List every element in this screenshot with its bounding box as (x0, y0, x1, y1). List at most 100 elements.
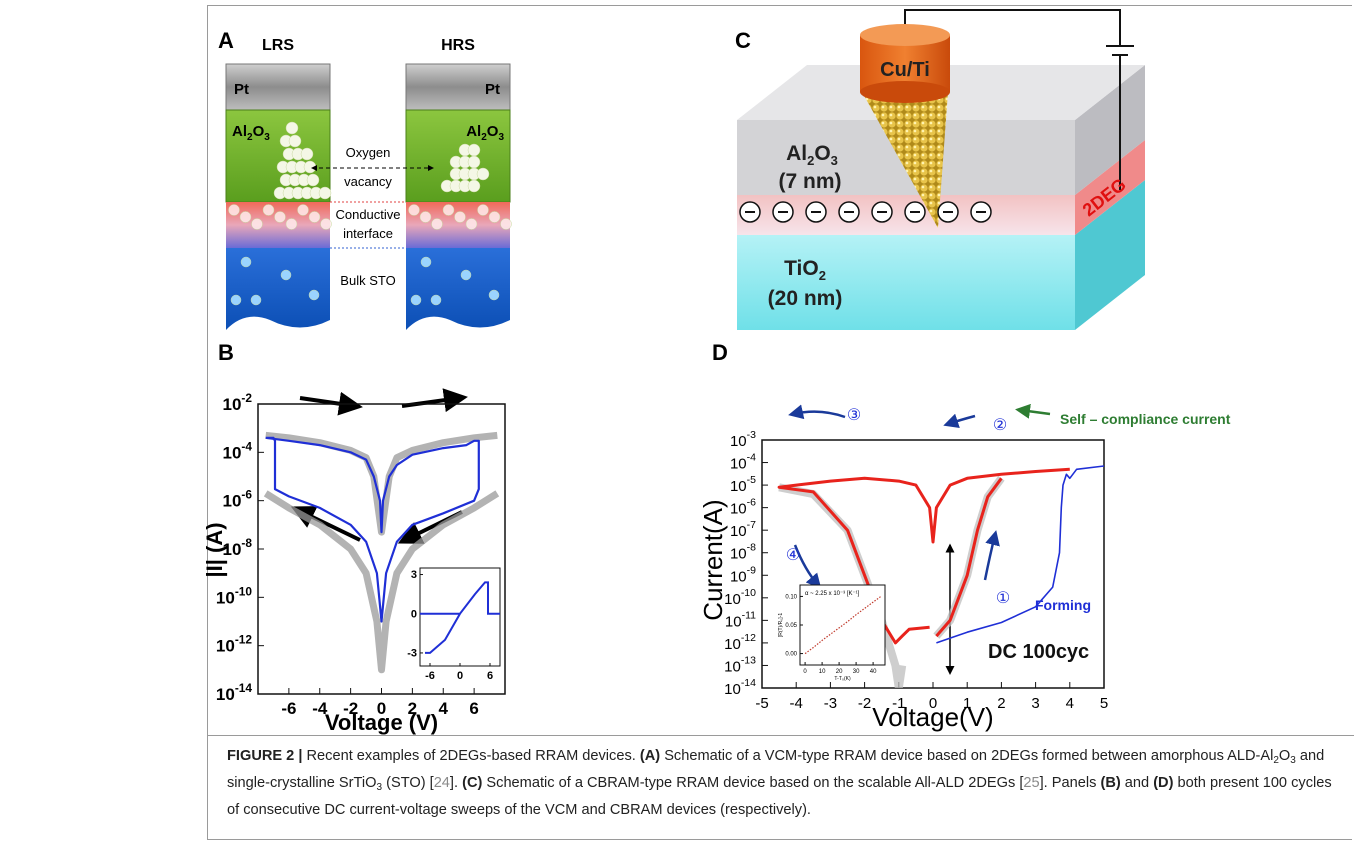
text-part: 3 (498, 132, 504, 143)
tick-exponent: -11 (742, 609, 757, 621)
tick-exponent: -2 (241, 391, 252, 405)
caption-text: 3 (376, 782, 383, 793)
tick-exponent: -9 (747, 564, 756, 576)
particle (500, 218, 512, 230)
tick-exponent: -12 (741, 632, 756, 644)
tick-exponent: -7 (747, 519, 756, 531)
tick-exponent: -8 (241, 536, 252, 550)
y-tick-label: 10-6 (223, 488, 253, 511)
x-tick-label: 2 (408, 699, 417, 718)
layer-label: Pt (234, 81, 249, 98)
annotation: Oxygen (346, 145, 391, 160)
caption-text: 2 (1273, 755, 1279, 766)
particle (465, 218, 478, 230)
particle (467, 155, 481, 169)
particle (476, 167, 490, 181)
tick-base: 10 (730, 568, 747, 585)
x-axis-title: Voltage (V) (325, 710, 438, 735)
caption-text: (D) (1153, 775, 1174, 791)
text-part: 2 (247, 132, 253, 143)
particle (460, 269, 472, 281)
particle (297, 204, 309, 216)
chart: D-5 -4 -3 -2 -1 0 1 2 3 4 510-1410-1310-1210-1110-… (698, 340, 1231, 732)
y-tick-label: 10-4 (730, 452, 756, 473)
tick-base: 10 (223, 540, 242, 559)
tick-exponent: -12 (235, 633, 253, 647)
particle (318, 186, 332, 200)
y-tick-label: 10-8 (730, 542, 756, 563)
particle (320, 218, 332, 230)
data-line (777, 467, 1070, 645)
chart: B-6 -4 -2 0 2 4 610-1410-1210-1010-810-610-410… (202, 340, 506, 735)
caption: FIGURE 2 | Recent examples of 2DEGs-base… (227, 745, 1332, 821)
y-tick-label: 10-6 (730, 497, 756, 518)
particle (228, 204, 240, 216)
tick-exponent: -14 (741, 677, 756, 689)
tick-exponent: -14 (235, 681, 253, 695)
x-tick-label: -1 (892, 695, 905, 712)
layer-label: (7 nm) (779, 170, 842, 193)
caption-text: and (1120, 775, 1154, 791)
annotation: DC 100cyc (988, 641, 1089, 663)
x-tick-label: -4 (312, 699, 328, 718)
annotation: vacancy (344, 174, 392, 189)
particle (408, 204, 420, 216)
inset-y-tick-label: 0.00 (785, 652, 797, 658)
sweep-arrows (788, 403, 1051, 675)
text-part: O (253, 123, 265, 140)
inset-y-tick-label: -3 (407, 648, 417, 660)
y-axis-title: |I| (A) (202, 522, 227, 577)
inset-x-tick-label: 20 (836, 669, 843, 675)
figure: A LRS HRS Pt Pt Al2O3 Al2O3 Oxygen vacan… (202, 9, 1231, 735)
panel-letter: B (218, 340, 234, 365)
caption-text: (C) (462, 775, 483, 791)
y-tick-label: 10-2 (223, 391, 253, 414)
particle (250, 294, 262, 306)
tick-base: 10 (724, 658, 741, 675)
x-tick-label: -3 (824, 695, 837, 712)
x-tick-label: -2 (343, 699, 358, 718)
particle (306, 173, 320, 187)
particle (454, 211, 466, 223)
text-part: Al (786, 142, 807, 165)
annotation: interface (343, 226, 393, 241)
tick-base: 10 (725, 613, 742, 630)
particle (467, 143, 481, 157)
tick-exponent: -10 (741, 587, 756, 599)
layer-label: Al2O3 (786, 142, 838, 168)
x-tick-label: 3 (1031, 695, 1039, 712)
x-tick-label: -2 (858, 695, 871, 712)
layer-label: Pt (485, 81, 500, 98)
layer-label: (20 nm) (768, 287, 843, 310)
step-marker: ④ (786, 547, 800, 564)
y-tick-label: 10-9 (730, 564, 756, 585)
device-block (225, 63, 331, 330)
tick-base: 10 (724, 681, 741, 698)
y-tick-label: 10-10 (724, 587, 756, 608)
tick-base: 10 (216, 685, 235, 704)
caption-text: and single-crystalline SrTiO (227, 748, 1325, 791)
y-tick-label: 10-8 (223, 536, 253, 559)
caption-text: 25 (1023, 775, 1040, 791)
tick-base: 10 (730, 478, 747, 495)
particle (251, 218, 263, 230)
layer-label: TiO2 (784, 257, 826, 283)
inset-x-tick-label: 0 (803, 669, 807, 675)
inset-y-tick-label: 0.10 (785, 594, 797, 600)
particle (308, 289, 320, 301)
particle (410, 294, 422, 306)
inset-x-title: T-T₀(K) (834, 676, 851, 682)
tick-base: 10 (730, 523, 747, 540)
tick-exponent: -3 (747, 429, 756, 441)
figure-frame (207, 5, 1352, 840)
text-part: O (487, 123, 499, 140)
electrons (739, 201, 992, 223)
vacancy-dots (228, 121, 512, 306)
tick-exponent: -4 (241, 439, 252, 453)
x-tick-label: 2 (997, 695, 1005, 712)
particle (488, 211, 501, 223)
text-part: Al (466, 123, 481, 140)
annotation: Conductive (335, 207, 400, 222)
x-tick-label: 1 (963, 695, 971, 712)
tick-base: 10 (730, 433, 747, 450)
